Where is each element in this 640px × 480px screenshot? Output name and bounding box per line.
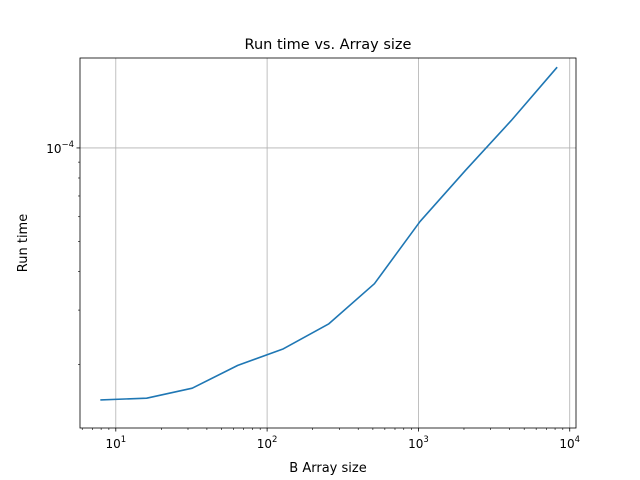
- x-tick-label-exponent: 3: [423, 435, 428, 445]
- y-tick-label: 10−4: [46, 140, 74, 156]
- x-tick-label-base: 10: [408, 437, 423, 451]
- x-tick-label-base: 10: [559, 437, 574, 451]
- y-tick-label-base: 10: [46, 142, 61, 156]
- x-axis-label: B Array size: [289, 461, 366, 476]
- x-tick-label: 104: [559, 435, 580, 451]
- x-tick-label: 103: [408, 435, 429, 451]
- series-line: [100, 66, 558, 401]
- x-tick-label-exponent: 2: [272, 435, 277, 445]
- x-tick-label-base: 10: [105, 437, 120, 451]
- x-tick-label: 102: [257, 435, 278, 451]
- y-tick-label-exponent: −4: [61, 140, 74, 150]
- plot-area-frame: [79, 57, 577, 429]
- x-tick-label-base: 10: [257, 437, 272, 451]
- chart-title: Run time vs. Array size: [245, 37, 412, 53]
- y-axis-label: Run time: [16, 214, 31, 272]
- x-tick-label-exponent: 1: [121, 435, 126, 445]
- grid-lines: [80, 58, 576, 428]
- series-layer: [100, 66, 558, 401]
- x-tick-label-exponent: 4: [575, 435, 580, 445]
- x-tick-label: 101: [105, 435, 126, 451]
